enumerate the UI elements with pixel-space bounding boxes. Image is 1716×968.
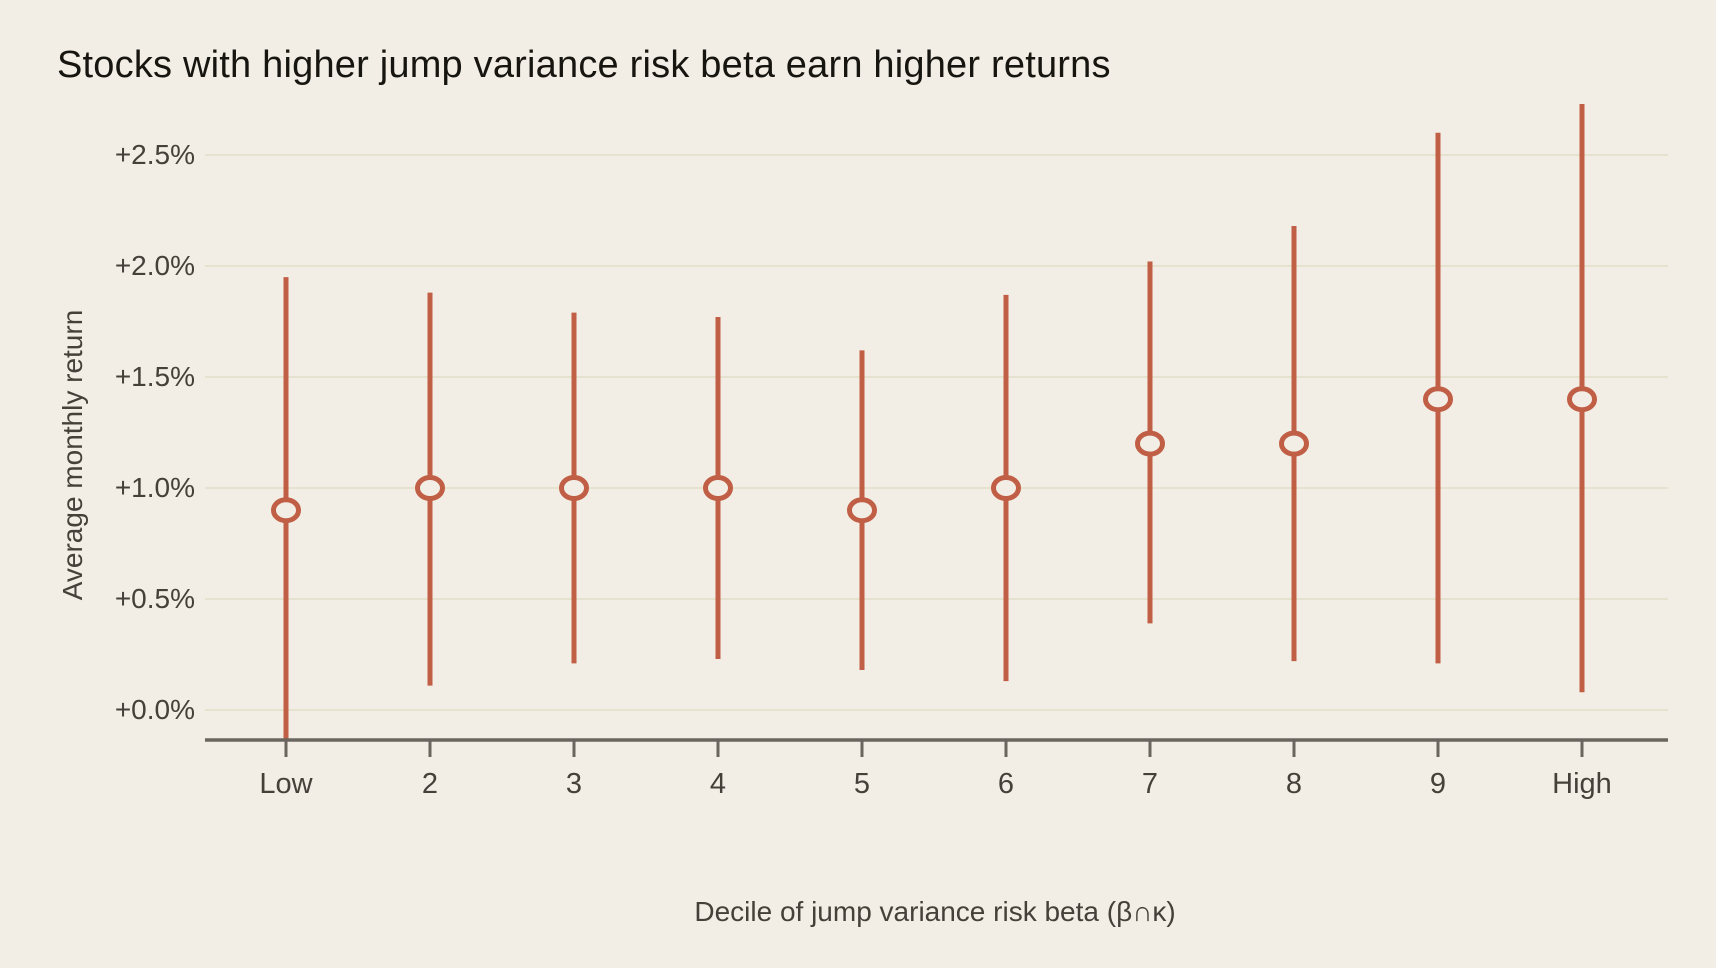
- y-tick-label: +1.0%: [115, 472, 195, 503]
- y-tick-label: +1.5%: [115, 361, 195, 392]
- marker-5: [847, 497, 877, 524]
- y-tick-label: +0.5%: [115, 583, 195, 614]
- marker-3: [559, 475, 589, 501]
- marker-7: [1135, 430, 1165, 457]
- x-tick-label-4: 4: [710, 768, 726, 800]
- x-tick-label-Low: Low: [259, 768, 313, 800]
- marker-8: [1279, 430, 1309, 457]
- x-tick-label-High: High: [1552, 768, 1612, 800]
- marker-6: [991, 475, 1021, 501]
- y-tick-label: +2.0%: [115, 250, 195, 281]
- marker-2: [415, 475, 445, 501]
- x-axis-title: Decile of jump variance risk beta (β∩κ): [694, 896, 1176, 927]
- y-tick-label: +0.0%: [115, 694, 195, 725]
- x-tick-label-7: 7: [1142, 768, 1158, 800]
- x-tick-label-6: 6: [998, 768, 1014, 800]
- marker-9: [1423, 386, 1453, 413]
- marker-High: [1567, 386, 1597, 413]
- y-tick-label: +2.5%: [115, 139, 195, 170]
- x-tick-label-8: 8: [1286, 768, 1302, 800]
- x-tick-label-2: 2: [422, 768, 438, 800]
- marker-4: [703, 475, 733, 501]
- x-tick-label-9: 9: [1430, 768, 1446, 800]
- marker-Low: [271, 497, 301, 524]
- x-tick-label-3: 3: [566, 768, 582, 800]
- y-axis-title: Average monthly return: [57, 309, 88, 601]
- x-tick-label-5: 5: [854, 768, 870, 800]
- chart-title: Stocks with higher jump variance risk be…: [57, 44, 1111, 86]
